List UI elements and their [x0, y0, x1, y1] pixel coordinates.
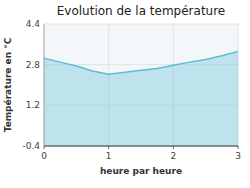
tick-label: 4.4 [26, 19, 41, 29]
chart: -0.4 1.2 2.8 4.4 0 1 2 3 Evolution de la tempéra… [0, 0, 250, 188]
grid-line [44, 146, 238, 147]
tick-label: 0 [41, 151, 47, 161]
x-axis-label: heure par heure [100, 166, 182, 176]
tick-label: 1 [106, 151, 112, 161]
x-axis [44, 145, 238, 146]
plot-area [44, 24, 238, 146]
line [44, 51, 238, 74]
area [44, 51, 238, 146]
tick-label: -0.4 [22, 141, 40, 151]
title: Evolution de la température [57, 4, 226, 18]
grid-line [44, 24, 45, 146]
tick-label: 2.8 [26, 60, 41, 70]
y-axis [44, 24, 45, 146]
grid [44, 24, 238, 146]
grid-line [44, 24, 238, 25]
tick-label: 1.2 [26, 100, 40, 110]
tick-label: 3 [235, 151, 241, 161]
series [44, 51, 238, 146]
tick-label: 2 [170, 151, 176, 161]
y-axis-label: Température en °C [3, 37, 13, 132]
